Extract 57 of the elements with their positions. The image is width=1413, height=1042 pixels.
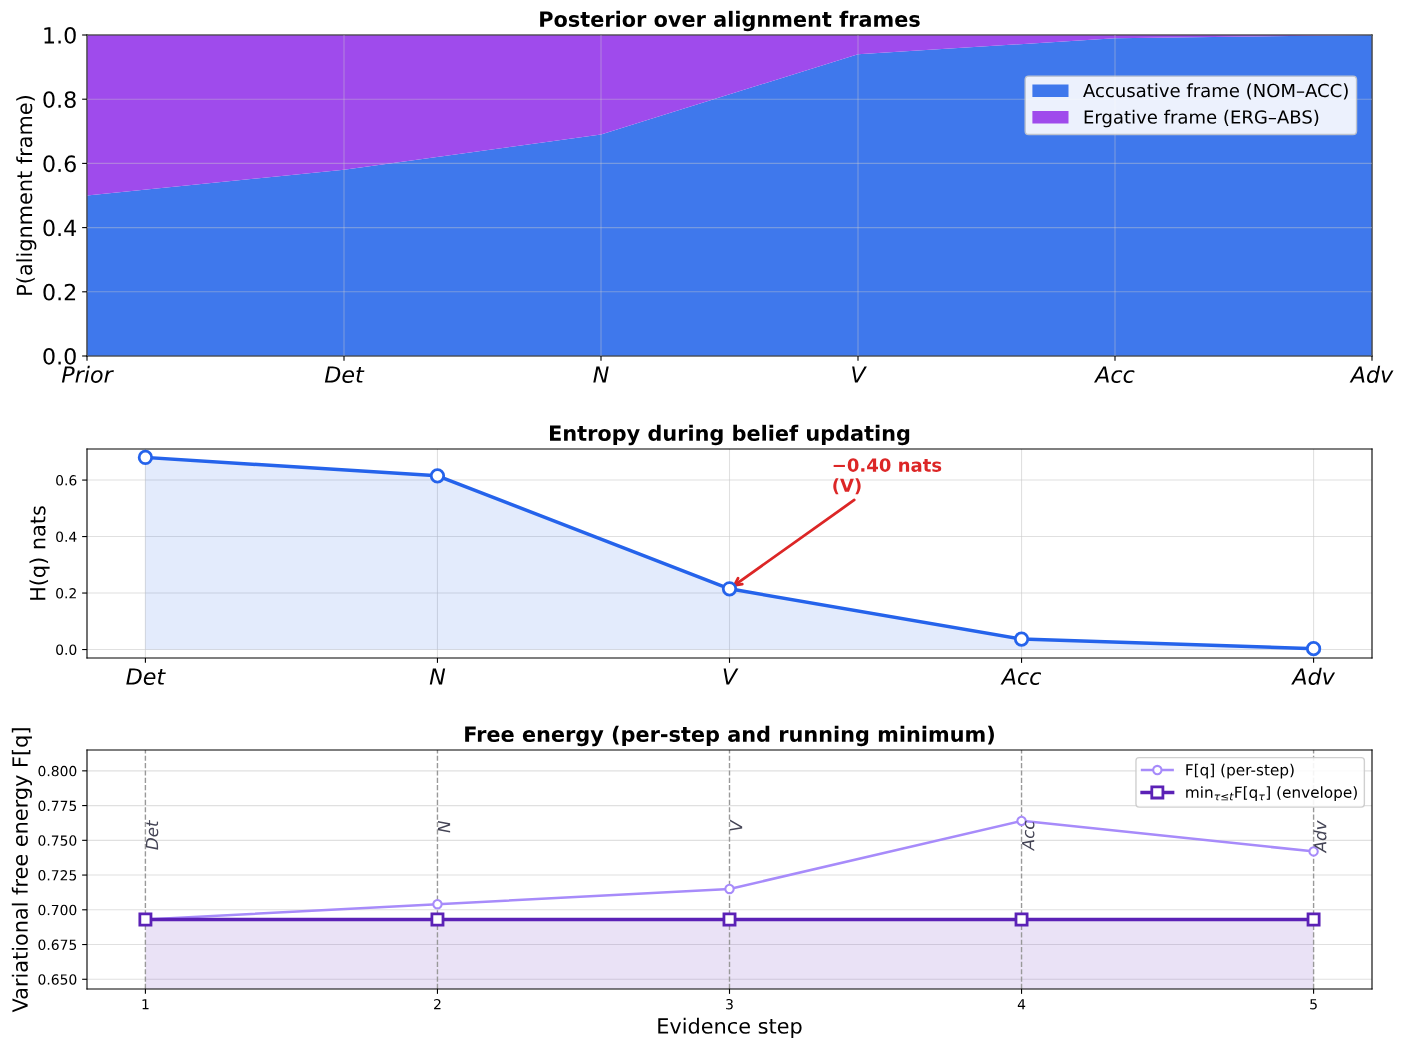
y-tick-label: 0.4 [56,531,77,543]
legend-label: Accusative frame (NOM–ACC) [1083,83,1348,100]
legend-label: Ergative frame (ERG–ABS) [1084,109,1319,128]
x-tick-label: Det [126,668,166,685]
point [1013,631,1030,647]
y-tick-label: 0.650 [38,974,77,985]
y-axis-title: H(q) nats [29,506,50,600]
y-tick-label: 0.0 [56,644,77,655]
y-tick-label: 0.800 [38,765,77,777]
point [432,899,443,910]
x-tick-label: 5 [1310,999,1317,1010]
annotation: −0.40 nats (V) [833,458,942,495]
x-tick-label: Det [324,366,365,383]
y-tick-label: 0.675 [38,939,77,951]
x-axis-title: Evidence step [658,1017,802,1038]
x-tick-label: N [593,366,609,383]
ref-line-label: Adv [1313,820,1327,854]
y-tick-label: 0.6 [56,475,77,486]
chart-title: Free energy (per-step and running minimum) [465,725,994,747]
y-tick-label: 0.775 [38,800,77,812]
chart-title: Entropy during belief updating [550,424,910,446]
ref-line-label: V [730,819,743,831]
legend-label: min$_{τ≤t}$F[q$_{τ}$] (envelope) [1186,786,1357,801]
x-tick-label: 3 [726,998,733,1010]
x-tick-label: Prior [61,365,114,383]
legend-label: F[q] (per-step) [1186,763,1294,779]
y-axis-title: Variational free energy F[q] [11,728,32,1013]
y-tick-label: 0.2 [43,283,76,301]
ref-line-label: N [437,820,451,833]
point [721,581,738,597]
point [429,468,446,484]
point [1305,641,1322,657]
x-tick-label: 4 [1017,999,1026,1010]
y-tick-label: 0.0 [43,347,76,365]
x-tick-label: Acc [1094,366,1135,383]
x-tick-label: V [852,366,867,383]
y-tick-label: 0.4 [43,219,77,237]
x-tick-label: N [429,668,446,685]
x-tick-label: 1 [142,999,149,1010]
point [724,883,735,895]
chart-title: Posterior over alignment frames [540,10,920,32]
y-tick-label: 0.725 [38,870,77,881]
ref-line-label: Det [145,819,159,850]
x-tick-label: Adv [1291,667,1336,685]
y-tick-label: 1.0 [44,26,76,44]
x-tick-label: 2 [434,998,441,1010]
point [137,449,154,466]
ref-line-label: Acc [1022,820,1035,852]
y-tick-label: 0.6 [43,155,76,173]
y-axis-title: P(alignment frame) [16,96,37,295]
y-tick-label: 0.700 [38,904,77,916]
x-tick-label: Acc [1000,668,1042,685]
y-tick-label: 0.8 [43,91,76,108]
x-tick-label: Adv [1349,365,1394,383]
y-tick-label: 0.2 [56,588,76,599]
x-tick-label: V [723,668,739,685]
y-tick-label: 0.750 [38,835,77,846]
